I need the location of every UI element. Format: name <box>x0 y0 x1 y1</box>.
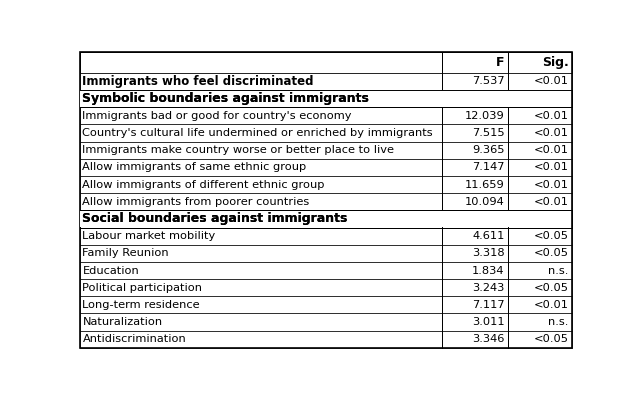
Bar <box>508 124 572 142</box>
Text: Political participation: Political participation <box>83 283 202 293</box>
Text: 4.611: 4.611 <box>472 231 504 241</box>
Text: 11.659: 11.659 <box>465 179 504 190</box>
Text: 10.094: 10.094 <box>465 197 504 207</box>
Text: Family Reunion: Family Reunion <box>83 248 169 258</box>
Bar <box>442 245 508 262</box>
Bar <box>508 107 572 124</box>
Text: 3.011: 3.011 <box>472 317 504 327</box>
Text: Labour market mobility: Labour market mobility <box>83 231 216 241</box>
Text: <0.05: <0.05 <box>534 231 569 241</box>
Bar <box>442 262 508 279</box>
Text: Immigrants bad or good for country's economy: Immigrants bad or good for country's eco… <box>83 111 352 121</box>
Bar <box>508 159 572 176</box>
Text: <0.01: <0.01 <box>534 128 569 138</box>
Text: <0.01: <0.01 <box>534 145 569 155</box>
Bar <box>442 296 508 314</box>
Bar <box>80 52 442 73</box>
Text: Allow immigrants from poorer countries: Allow immigrants from poorer countries <box>83 197 310 207</box>
Bar <box>508 296 572 314</box>
Text: <0.05: <0.05 <box>534 248 569 258</box>
Text: Country's cultural life undermined or enriched by immigrants: Country's cultural life undermined or en… <box>83 128 433 138</box>
Bar <box>80 176 442 193</box>
Bar <box>80 262 442 279</box>
Bar <box>81 211 571 227</box>
Bar <box>80 193 442 210</box>
Bar <box>442 107 508 124</box>
Bar <box>442 193 508 210</box>
Text: Antidiscrimination: Antidiscrimination <box>83 334 186 344</box>
Bar <box>508 262 572 279</box>
Text: <0.01: <0.01 <box>534 197 569 207</box>
Text: 3.243: 3.243 <box>472 283 504 293</box>
Text: Allow immigrants of same ethnic group: Allow immigrants of same ethnic group <box>83 162 307 172</box>
Bar <box>508 142 572 159</box>
Text: <0.01: <0.01 <box>534 111 569 121</box>
Text: <0.01: <0.01 <box>534 179 569 190</box>
Text: Social boundaries against immigrants: Social boundaries against immigrants <box>83 212 348 225</box>
Bar <box>508 52 572 73</box>
Bar <box>442 52 508 73</box>
Bar <box>80 245 442 262</box>
Text: Allow immigrants of different ethnic group: Allow immigrants of different ethnic gro… <box>83 179 325 190</box>
Text: Symbolic boundaries against immigrants: Symbolic boundaries against immigrants <box>83 92 370 105</box>
Bar <box>508 193 572 210</box>
Text: Sig.: Sig. <box>542 56 569 69</box>
Bar <box>442 176 508 193</box>
Text: <0.05: <0.05 <box>534 334 569 344</box>
Bar <box>508 245 572 262</box>
Bar <box>80 107 442 124</box>
Text: 9.365: 9.365 <box>472 145 504 155</box>
Text: F: F <box>496 56 504 69</box>
Bar <box>442 279 508 296</box>
Text: 12.039: 12.039 <box>465 111 504 121</box>
Bar <box>442 331 508 348</box>
Bar <box>508 314 572 331</box>
Bar <box>81 90 571 107</box>
Text: <0.01: <0.01 <box>534 300 569 310</box>
Text: Education: Education <box>83 265 139 276</box>
Bar <box>80 142 442 159</box>
Text: 1.834: 1.834 <box>472 265 504 276</box>
Text: 7.515: 7.515 <box>472 128 504 138</box>
Text: Immigrants make country worse or better place to live: Immigrants make country worse or better … <box>83 145 394 155</box>
Bar <box>80 296 442 314</box>
Bar <box>80 210 572 228</box>
Text: Immigrants who feel discriminated: Immigrants who feel discriminated <box>83 75 314 88</box>
Bar <box>80 90 572 107</box>
Text: 3.346: 3.346 <box>472 334 504 344</box>
Text: Long-term residence: Long-term residence <box>83 300 200 310</box>
Text: Symbolic boundaries against immigrants: Symbolic boundaries against immigrants <box>83 92 370 105</box>
Bar <box>442 142 508 159</box>
Text: 7.117: 7.117 <box>472 300 504 310</box>
Text: Social boundaries against immigrants: Social boundaries against immigrants <box>83 212 348 225</box>
Bar <box>442 228 508 245</box>
Bar <box>80 124 442 142</box>
Text: 7.147: 7.147 <box>472 162 504 172</box>
Bar <box>442 314 508 331</box>
Bar <box>442 124 508 142</box>
Text: <0.05: <0.05 <box>534 283 569 293</box>
Text: n.s.: n.s. <box>548 265 569 276</box>
Text: Naturalization: Naturalization <box>83 317 163 327</box>
Bar <box>508 279 572 296</box>
Text: <0.01: <0.01 <box>534 76 569 86</box>
Bar <box>80 73 442 90</box>
Bar <box>508 228 572 245</box>
Text: 3.318: 3.318 <box>472 248 504 258</box>
Bar <box>80 228 442 245</box>
Text: <0.01: <0.01 <box>534 162 569 172</box>
Bar <box>508 73 572 90</box>
Bar <box>508 176 572 193</box>
Text: n.s.: n.s. <box>548 317 569 327</box>
Bar <box>508 331 572 348</box>
Text: 7.537: 7.537 <box>472 76 504 86</box>
Bar <box>442 73 508 90</box>
Bar <box>80 314 442 331</box>
Bar <box>80 279 442 296</box>
Bar <box>80 159 442 176</box>
Bar <box>442 159 508 176</box>
Bar <box>80 331 442 348</box>
